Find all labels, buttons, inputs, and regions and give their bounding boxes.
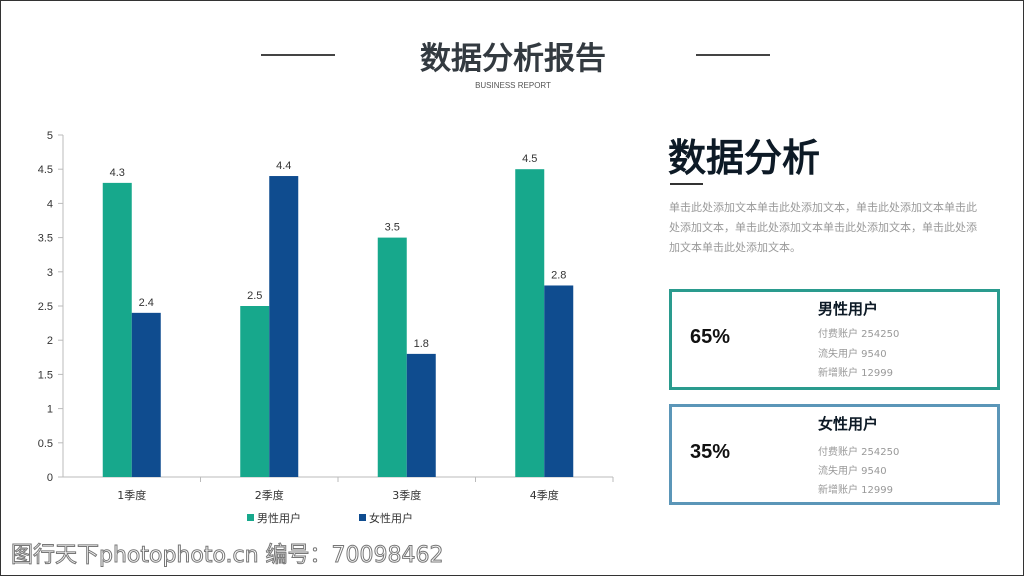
card-line: 流失用户 9540 xyxy=(818,466,887,477)
section-title: 数据分析 xyxy=(668,136,821,180)
card-line: 付费账户 254250 xyxy=(818,329,900,340)
x-tick-label: 3季度 xyxy=(392,488,421,502)
y-tick-label: 0.5 xyxy=(38,438,53,450)
watermark: 图行天下photophoto.cn 编号：70098462 xyxy=(11,543,445,569)
legend-label: 男性用户 xyxy=(257,511,301,525)
x-tick-label: 4季度 xyxy=(530,488,559,502)
page-title: 数据分析报告 xyxy=(420,41,606,77)
card-line: 付费账户 254250 xyxy=(818,447,900,458)
bar-chart: 0 0.5 1 1.5 2 2.5 3 3.5 4 4.5 5 1季度 4.3 2.4 2季度 2.5 4.4 3… xyxy=(38,130,614,525)
bar xyxy=(269,176,299,477)
card-percent: 65% xyxy=(690,326,731,348)
section-divider xyxy=(670,183,703,185)
data-label: 4.4 xyxy=(276,160,291,172)
bar xyxy=(515,169,545,477)
card-line: 新增账户 12999 xyxy=(818,485,893,496)
data-label: 2.8 xyxy=(551,269,566,281)
section-description: 单击此处添加文本单击此处添加文本，单击此处添加文本单击此处添加文本，单击此处添加… xyxy=(669,201,977,254)
legend-label: 女性用户 xyxy=(369,511,413,525)
data-label: 2.5 xyxy=(247,290,262,302)
y-tick-label: 3.5 xyxy=(38,233,53,245)
male-user-card: 65% 男性用户 付费账户 254250 流失用户 9540 新增账户 1299… xyxy=(669,289,1000,390)
y-tick-label: 3 xyxy=(47,267,53,279)
y-tick-label: 5 xyxy=(47,130,53,142)
x-tick-label: 1季度 xyxy=(117,488,146,502)
y-tick-label: 2.5 xyxy=(38,301,53,313)
title-right-line xyxy=(696,54,770,56)
bar xyxy=(377,237,407,477)
legend-swatch xyxy=(359,514,366,521)
data-label: 4.3 xyxy=(110,167,125,179)
female-user-card: 35% 女性用户 付费账户 254250 流失用户 9540 新增账户 1299… xyxy=(669,404,1000,505)
card-percent: 35% xyxy=(690,441,731,463)
y-tick-label: 4.5 xyxy=(38,164,53,176)
x-tick-label: 2季度 xyxy=(255,488,284,502)
card-line: 新增账户 12999 xyxy=(818,368,893,379)
bar xyxy=(131,312,161,477)
bar xyxy=(406,353,436,477)
y-tick-label: 0 xyxy=(47,472,53,484)
y-tick-label: 4 xyxy=(47,198,53,210)
data-label: 3.5 xyxy=(385,222,400,234)
card-title: 男性用户 xyxy=(818,300,879,318)
y-tick-label: 1.5 xyxy=(38,369,53,381)
legend-swatch xyxy=(247,514,254,521)
card-line: 流失用户 9540 xyxy=(818,349,887,360)
data-label: 2.4 xyxy=(139,297,154,309)
bar xyxy=(544,285,574,477)
page-subtitle: BUSINESS REPORT xyxy=(475,81,551,90)
y-tick-label: 1 xyxy=(47,404,53,416)
bar xyxy=(240,306,270,477)
data-label: 1.8 xyxy=(414,338,429,350)
y-tick-label: 2 xyxy=(47,335,53,347)
title-left-line xyxy=(261,54,335,56)
card-title: 女性用户 xyxy=(818,415,879,433)
bar xyxy=(102,182,132,477)
data-label: 4.5 xyxy=(522,153,537,165)
